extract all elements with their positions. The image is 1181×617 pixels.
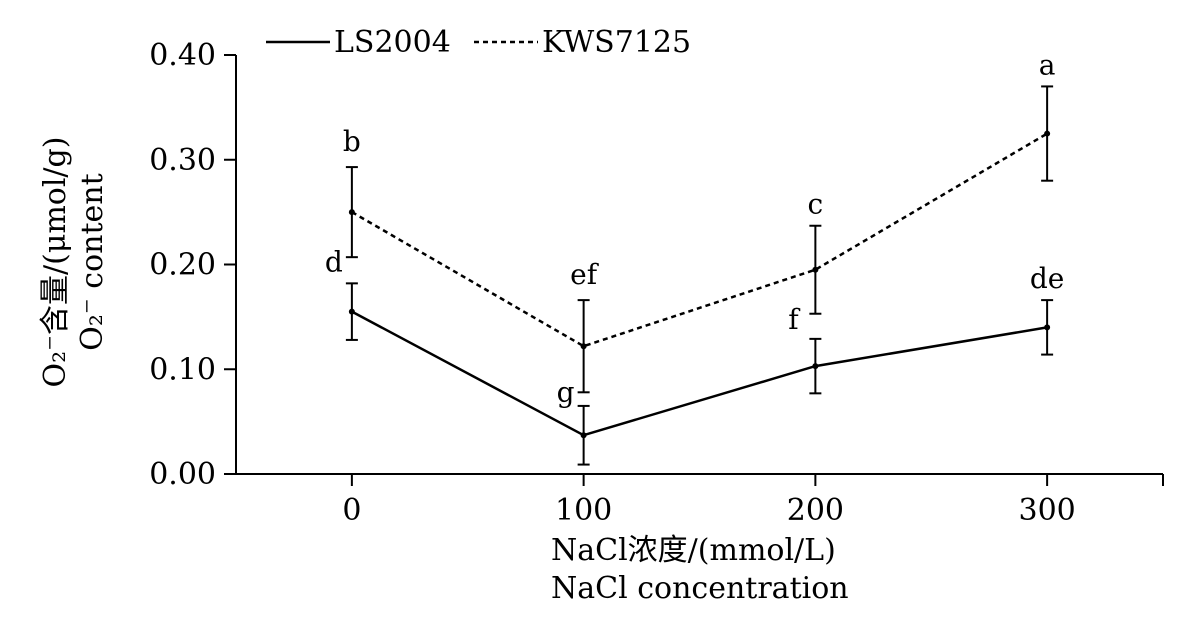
x-tick-label: 200 bbox=[787, 493, 844, 528]
data-point bbox=[812, 363, 819, 370]
x-tick-label: 0 bbox=[342, 493, 361, 528]
legend: LS2004 KWS7125 bbox=[266, 25, 691, 60]
y-ticks: 0.00 0.10 0.20 0.30 0.40 bbox=[149, 38, 236, 492]
data-point bbox=[348, 209, 355, 216]
x-ticks: 0 100 200 300 bbox=[342, 474, 1076, 528]
data-point bbox=[580, 343, 587, 350]
series-layer: d g f de b ef c a bbox=[325, 48, 1065, 466]
y-tick-label: 0.30 bbox=[149, 143, 216, 178]
significance-letter: a bbox=[1039, 48, 1056, 81]
y-tick-label: 0.00 bbox=[149, 457, 216, 492]
legend-label: LS2004 bbox=[334, 25, 451, 60]
significance-letter: d bbox=[325, 245, 343, 278]
x-axis-title: NaCl浓度/(mmol/L) bbox=[551, 533, 836, 568]
x-axis-title-en: NaCl concentration bbox=[551, 571, 849, 606]
significance-letter: b bbox=[343, 125, 361, 158]
x-tick-label: 300 bbox=[1018, 493, 1075, 528]
data-point bbox=[348, 308, 355, 315]
y-axis-title-en: O₂⁻ content bbox=[75, 173, 110, 350]
significance-letter: c bbox=[808, 188, 824, 221]
y-tick-label: 0.10 bbox=[149, 352, 216, 387]
y-tick-label: 0.20 bbox=[149, 248, 216, 283]
y-tick-label: 0.40 bbox=[149, 38, 216, 73]
significance-letter: de bbox=[1030, 262, 1065, 295]
y-axis-title: O₂⁻含量/(μmol/g) bbox=[38, 137, 73, 388]
series-line-ls2004 bbox=[351, 310, 1048, 437]
significance-letter: f bbox=[788, 303, 801, 336]
significance-letter: g bbox=[557, 376, 575, 409]
data-point bbox=[1044, 130, 1051, 137]
legend-label: KWS7125 bbox=[542, 25, 691, 60]
series-line-kws7125 bbox=[351, 132, 1048, 348]
data-point bbox=[580, 432, 587, 439]
x-tick-label: 100 bbox=[555, 493, 612, 528]
significance-letter: ef bbox=[570, 258, 600, 291]
data-point bbox=[1044, 324, 1051, 331]
data-point bbox=[812, 266, 819, 273]
